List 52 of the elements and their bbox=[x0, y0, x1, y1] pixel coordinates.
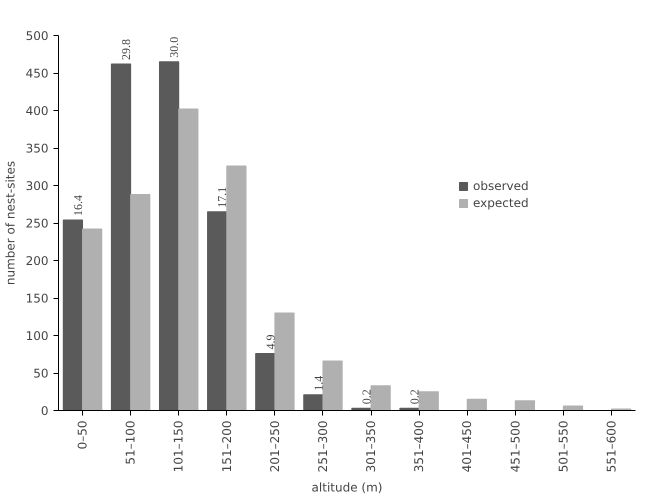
bar bbox=[303, 394, 324, 410]
annotation: 0.2 bbox=[408, 389, 422, 404]
bar bbox=[62, 220, 84, 410]
bar bbox=[82, 228, 102, 410]
y-tick-label: 0 bbox=[40, 404, 49, 418]
y-tick-label: 500 bbox=[26, 29, 48, 43]
y-tick-label: 350 bbox=[26, 142, 48, 156]
legend-label: expected bbox=[473, 196, 529, 210]
y-tick-label: 400 bbox=[26, 104, 48, 118]
bar bbox=[130, 194, 150, 410]
y-tick-label: 50 bbox=[33, 366, 49, 380]
y-tick-label: 150 bbox=[26, 292, 48, 306]
x-tick-label: 351–400 bbox=[412, 420, 426, 472]
bar bbox=[274, 312, 295, 410]
x-tick-label: 251–300 bbox=[316, 420, 330, 472]
bar bbox=[110, 64, 132, 410]
bar bbox=[226, 166, 247, 410]
y-tick-label: 300 bbox=[26, 179, 48, 193]
x-tick-label: 51–100 bbox=[124, 420, 138, 465]
annotation: 1.4 bbox=[311, 376, 326, 391]
annotation: 29.8 bbox=[119, 39, 134, 60]
x-tick-label: 551–600 bbox=[604, 420, 618, 472]
bar bbox=[562, 406, 584, 410]
x-tick-label: 401–450 bbox=[460, 420, 474, 472]
x-tick-label: 451–500 bbox=[508, 420, 522, 472]
bar bbox=[207, 211, 228, 410]
x-axis-title: altitude (m) bbox=[312, 480, 382, 494]
x-tick-label: 501–550 bbox=[556, 420, 570, 472]
annotation: 16.4 bbox=[70, 195, 85, 216]
annotation: 4.9 bbox=[263, 334, 278, 350]
bar bbox=[370, 385, 391, 410]
bar bbox=[514, 400, 536, 410]
bar bbox=[322, 360, 343, 410]
x-tick-label: 0–50 bbox=[76, 420, 90, 450]
x-tick-label: 201–250 bbox=[268, 420, 282, 472]
legend-label: observed bbox=[473, 179, 529, 193]
bar bbox=[158, 61, 180, 410]
bar bbox=[178, 108, 198, 410]
annotation: 0.2 bbox=[359, 389, 374, 404]
annotation: 30.0 bbox=[167, 36, 182, 58]
y-tick-label: 100 bbox=[26, 329, 48, 343]
x-tick-label: 101–150 bbox=[172, 420, 186, 472]
bar bbox=[418, 391, 439, 410]
x-tick-label: 301–350 bbox=[364, 420, 378, 472]
y-tick-label: 250 bbox=[26, 216, 48, 230]
y-axis-title: number of nest-sites bbox=[4, 160, 18, 286]
y-tick-label: 450 bbox=[26, 66, 48, 80]
bar bbox=[255, 353, 276, 410]
annotation: 17.1 bbox=[215, 186, 230, 208]
x-tick-label: 151–200 bbox=[220, 420, 234, 472]
bar bbox=[466, 398, 487, 410]
y-tick-label: 200 bbox=[26, 254, 48, 268]
